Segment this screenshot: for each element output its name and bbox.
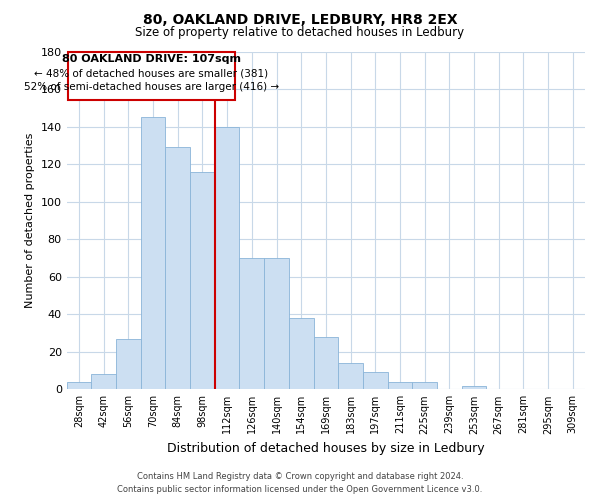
Bar	[190, 172, 215, 390]
Text: 80, OAKLAND DRIVE, LEDBURY, HR8 2EX: 80, OAKLAND DRIVE, LEDBURY, HR8 2EX	[143, 12, 457, 26]
Bar	[215, 126, 239, 390]
Bar	[412, 382, 437, 390]
Y-axis label: Number of detached properties: Number of detached properties	[25, 132, 35, 308]
Bar	[461, 386, 486, 390]
Bar	[314, 337, 338, 390]
Bar	[166, 147, 190, 390]
Text: ← 48% of detached houses are smaller (381): ← 48% of detached houses are smaller (38…	[34, 68, 268, 78]
Bar	[239, 258, 264, 390]
Bar	[264, 258, 289, 390]
Bar	[363, 372, 388, 390]
Text: 52% of semi-detached houses are larger (416) →: 52% of semi-detached houses are larger (…	[23, 82, 279, 92]
Bar	[338, 363, 363, 390]
Bar	[91, 374, 116, 390]
Text: Contains HM Land Registry data © Crown copyright and database right 2024.
Contai: Contains HM Land Registry data © Crown c…	[118, 472, 482, 494]
Text: Size of property relative to detached houses in Ledbury: Size of property relative to detached ho…	[136, 26, 464, 39]
FancyBboxPatch shape	[68, 52, 235, 100]
Bar	[289, 318, 314, 390]
Bar	[67, 382, 91, 390]
Bar	[388, 382, 412, 390]
X-axis label: Distribution of detached houses by size in Ledbury: Distribution of detached houses by size …	[167, 442, 485, 455]
Bar	[141, 117, 166, 390]
Text: 80 OAKLAND DRIVE: 107sqm: 80 OAKLAND DRIVE: 107sqm	[62, 54, 241, 64]
Bar	[116, 338, 141, 390]
